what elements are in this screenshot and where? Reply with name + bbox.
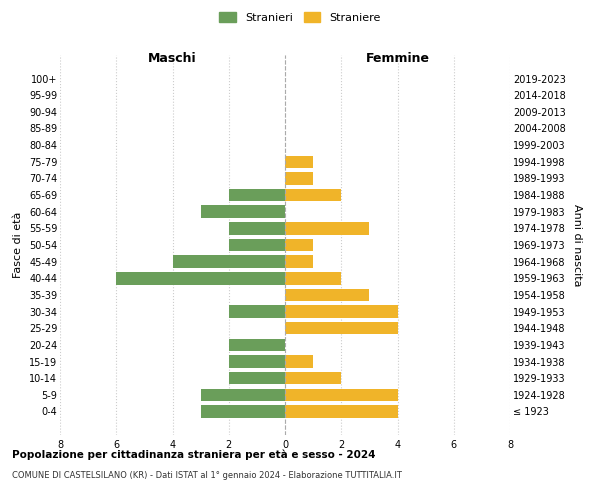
Y-axis label: Anni di nascita: Anni di nascita bbox=[572, 204, 583, 286]
Bar bbox=[285, 272, 341, 284]
Bar bbox=[285, 222, 370, 234]
Y-axis label: Fasce di età: Fasce di età bbox=[13, 212, 23, 278]
Bar bbox=[285, 156, 313, 168]
Bar bbox=[200, 405, 285, 417]
Bar bbox=[285, 356, 313, 368]
Bar bbox=[229, 189, 285, 202]
Bar bbox=[285, 239, 313, 251]
Bar bbox=[229, 306, 285, 318]
Bar bbox=[229, 338, 285, 351]
Bar bbox=[116, 272, 285, 284]
Bar bbox=[200, 206, 285, 218]
Text: Femmine: Femmine bbox=[365, 52, 430, 65]
Legend: Stranieri, Straniere: Stranieri, Straniere bbox=[215, 8, 385, 28]
Bar bbox=[285, 405, 398, 417]
Bar bbox=[285, 256, 313, 268]
Bar bbox=[200, 388, 285, 401]
Bar bbox=[285, 306, 398, 318]
Bar bbox=[285, 189, 341, 202]
Bar bbox=[229, 239, 285, 251]
Bar bbox=[173, 256, 285, 268]
Text: COMUNE DI CASTELSILANO (KR) - Dati ISTAT al 1° gennaio 2024 - Elaborazione TUTTI: COMUNE DI CASTELSILANO (KR) - Dati ISTAT… bbox=[12, 470, 402, 480]
Text: Popolazione per cittadinanza straniera per età e sesso - 2024: Popolazione per cittadinanza straniera p… bbox=[12, 449, 376, 460]
Bar bbox=[229, 222, 285, 234]
Bar bbox=[285, 372, 341, 384]
Bar bbox=[229, 372, 285, 384]
Bar bbox=[285, 322, 398, 334]
Text: Maschi: Maschi bbox=[148, 52, 197, 65]
Bar bbox=[285, 288, 370, 301]
Bar bbox=[285, 172, 313, 184]
Bar bbox=[285, 388, 398, 401]
Bar bbox=[229, 356, 285, 368]
